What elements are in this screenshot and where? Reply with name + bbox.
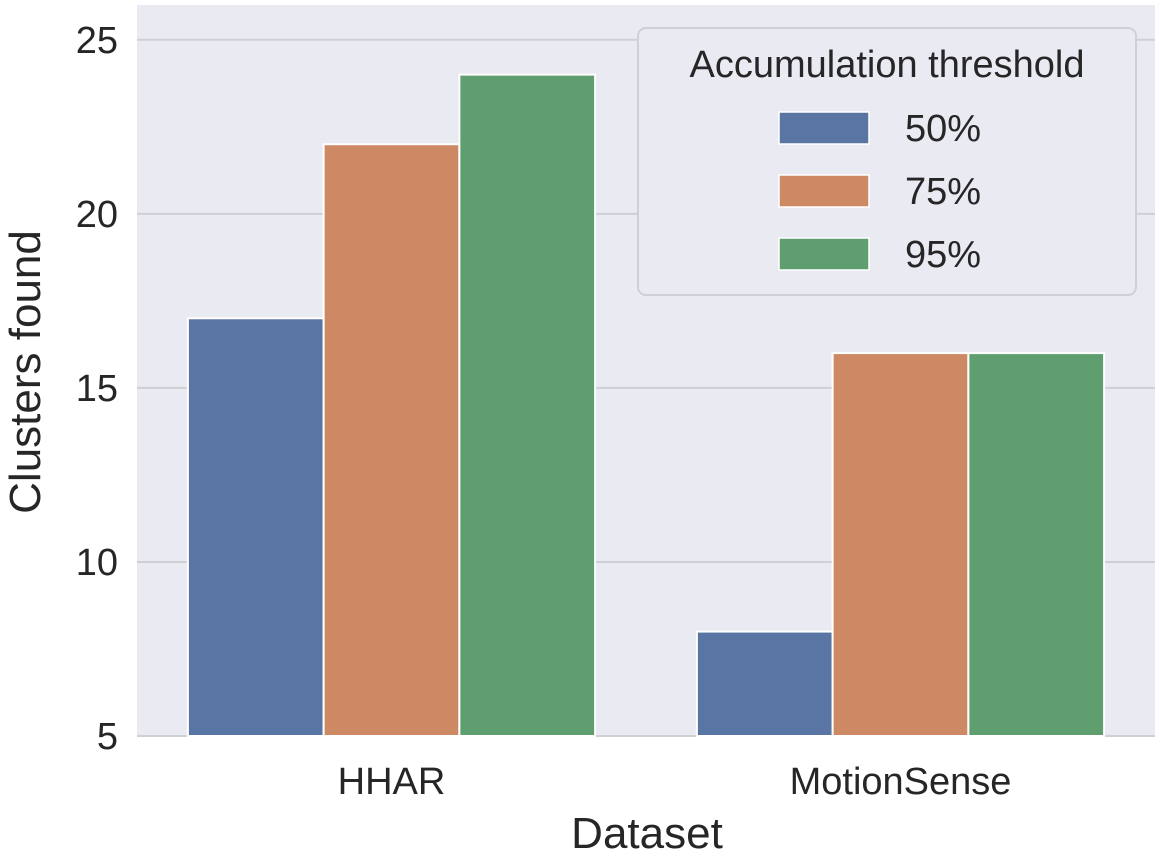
legend-items: 50% 75% 95% [778, 108, 981, 276]
legend-swatch [778, 111, 870, 145]
bar [695, 630, 834, 737]
y-tick-label: 25 [76, 20, 118, 62]
bar [967, 352, 1106, 737]
legend-label: 95% [905, 234, 981, 276]
bars [186, 73, 1106, 738]
legend-box [637, 27, 1137, 296]
x-axis-label: Dataset [571, 809, 723, 858]
y-tick-label: 15 [76, 368, 118, 410]
bar [831, 352, 970, 737]
bar [322, 143, 461, 737]
y-tick-labels: 5 10 15 20 25 [76, 20, 118, 758]
y-tick-label: 5 [97, 716, 118, 758]
x-tick-label: HHAR [338, 761, 446, 803]
bar [458, 73, 597, 738]
legend: Accumulation threshold 50% 75% 95% [637, 27, 1137, 296]
bar [186, 317, 325, 737]
x-tick-label: MotionSense [790, 761, 1012, 803]
legend-swatch [778, 174, 870, 208]
legend-label: 75% [905, 171, 981, 213]
x-tick-labels: HHAR MotionSense [338, 761, 1012, 803]
y-axis-label: Clusters found [1, 230, 50, 514]
legend-label: 50% [905, 108, 981, 150]
y-tick-label: 20 [76, 194, 118, 236]
y-tick-label: 10 [76, 542, 118, 584]
legend-swatch [778, 237, 870, 271]
legend-title: Accumulation threshold [690, 44, 1085, 86]
